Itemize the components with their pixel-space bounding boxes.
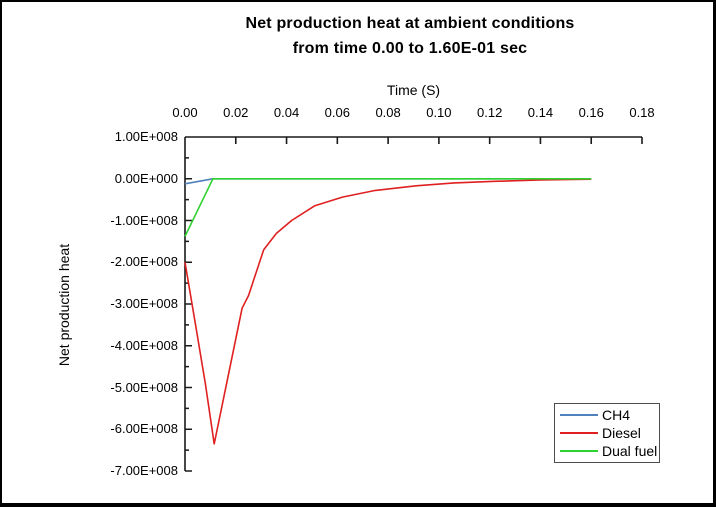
legend-label: Dual fuel xyxy=(602,443,658,459)
legend-row: Diesel xyxy=(555,424,659,442)
chart-title-line1: Net production heat at ambient condition… xyxy=(245,15,575,32)
legend-label: Diesel xyxy=(602,425,641,441)
legend-line-sample xyxy=(560,414,598,416)
axes xyxy=(184,136,643,472)
y-tick-label: -1.00E+008 xyxy=(110,212,178,228)
series-line-diesel xyxy=(184,178,592,445)
x-tick-label: 0.06 xyxy=(324,105,350,120)
legend-line-sample xyxy=(560,450,598,452)
y-tick-label: -5.00E+008 xyxy=(110,379,178,395)
x-tick-label: 0.16 xyxy=(578,105,604,120)
y-tick-label: -7.00E+008 xyxy=(110,463,178,478)
y-tick-label: -4.00E+008 xyxy=(110,337,178,353)
series-line-dual-fuel xyxy=(184,178,592,237)
y-tick-label: 1.00E+008 xyxy=(114,129,178,144)
x-tick-label: 0.12 xyxy=(477,105,503,120)
legend-label: CH4 xyxy=(602,407,631,423)
x-tick-label: 0.02 xyxy=(223,105,249,120)
legend-line-sample xyxy=(560,432,598,434)
legend-row: Dual fuel xyxy=(555,442,659,460)
x-axis-tick-labels: 0.00 0.02 0.04 0.06 0.08 0.10 0.12 0.14 0.16 0.18 xyxy=(2,105,713,121)
chart-title: Net production heat at ambient condition… xyxy=(100,11,713,61)
legend-row: CH4 xyxy=(555,406,659,424)
y-tick-label: 0.00E+000 xyxy=(114,170,178,186)
y-tick-label: -6.00E+008 xyxy=(110,421,178,437)
y-tick-label: -2.00E+008 xyxy=(110,254,178,270)
legend: CH4 Diesel Dual fuel xyxy=(554,403,660,463)
y-tick-label: -3.00E+008 xyxy=(110,296,178,311)
x-tick-label: 0.18 xyxy=(629,105,655,120)
x-tick-label: 0.14 xyxy=(527,105,554,120)
chart-title-line2: from time 0.00 to 1.60E-01 sec xyxy=(292,40,528,57)
x-tick-label: 0.00 xyxy=(172,105,198,120)
y-axis-tick-labels: 1.00E+008 0.00E+000 -1.00E+008 -2.00E+008 -3… xyxy=(66,2,178,503)
x-axis-title: Time (S) xyxy=(386,82,441,98)
x-tick-label: 0.10 xyxy=(426,105,452,120)
x-tick-label: 0.04 xyxy=(273,105,300,120)
x-tick-label: 0.08 xyxy=(375,105,401,120)
